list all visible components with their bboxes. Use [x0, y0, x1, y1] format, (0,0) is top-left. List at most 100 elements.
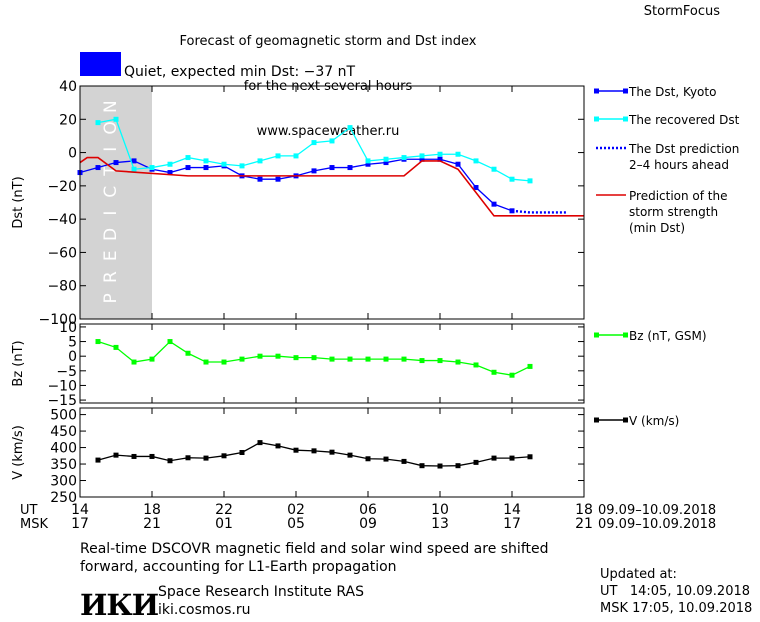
data-point	[239, 450, 245, 455]
y-axis-label: Dst (nT)	[11, 176, 26, 228]
msk-axis-label: MSK	[20, 517, 48, 532]
y-tick-label: 5	[68, 335, 77, 351]
data-point	[113, 344, 119, 350]
legend-marker	[623, 116, 628, 122]
msk-tick-label: 05	[287, 516, 305, 532]
legend-label: Bz (nT, GSM)	[629, 329, 707, 343]
ut-tick-label: 18	[575, 502, 593, 518]
ut-tick-label: 18	[143, 502, 161, 518]
data-point	[491, 369, 497, 375]
legend-label: (min Dst)	[629, 221, 685, 235]
y-tick-label: −10	[47, 378, 77, 394]
data-point	[473, 158, 479, 164]
panel-frame	[79, 323, 585, 404]
data-point	[437, 156, 443, 162]
data-point	[167, 170, 173, 176]
data-point	[257, 440, 263, 446]
legend-label: The recovered Dst	[628, 113, 740, 127]
ut-date-range: 09.09–10.09.2018	[598, 503, 716, 518]
org-url[interactable]: iki.cosmos.ru	[158, 602, 251, 618]
msk-tick-label: 01	[215, 516, 233, 532]
data-point	[185, 455, 191, 461]
data-point	[149, 453, 155, 459]
data-point	[203, 359, 209, 365]
msk-tick-label: 13	[431, 516, 449, 532]
data-point	[347, 452, 353, 458]
data-point	[185, 155, 191, 161]
prediction-label-letter: E	[101, 250, 121, 261]
data-point	[275, 443, 281, 449]
data-point	[365, 161, 371, 167]
data-point	[419, 463, 425, 469]
data-point	[329, 356, 335, 362]
data-point	[221, 161, 227, 167]
legend-marker	[594, 417, 599, 423]
data-point	[257, 158, 263, 164]
legend-label: 2–4 hours ahead	[629, 158, 729, 172]
y-tick-label: −15	[47, 393, 77, 409]
prediction-label-letter: C	[101, 186, 121, 198]
data-point	[383, 156, 389, 162]
data-point	[221, 453, 227, 459]
y-tick-label: −80	[47, 279, 77, 295]
data-point	[365, 456, 371, 462]
data-point	[329, 138, 335, 144]
data-point	[113, 452, 119, 458]
data-point	[131, 158, 137, 164]
msk-tick-label: 09	[359, 516, 377, 532]
data-point	[437, 463, 443, 469]
ut-axis-label: UT	[20, 503, 38, 518]
msk-date-range: 09.09–10.09.2018	[598, 517, 716, 532]
data-point	[131, 359, 137, 365]
data-point	[95, 120, 101, 126]
data-point	[527, 178, 533, 184]
data-point	[257, 353, 263, 359]
y-tick-label: 0	[68, 146, 77, 162]
legend-marker	[623, 88, 628, 94]
legend-label: V (km/s)	[629, 414, 679, 428]
data-point	[473, 185, 479, 191]
legend-marker	[623, 332, 628, 338]
prediction-label-letter: T	[101, 165, 121, 177]
msk-tick-label: 17	[503, 516, 521, 532]
data-point	[347, 356, 353, 362]
legend-label: The Dst prediction	[628, 142, 739, 156]
prediction-label-letter: R	[101, 271, 121, 283]
ut-tick-label: 14	[71, 502, 89, 518]
prediction-label-letter: O	[101, 121, 121, 134]
panel-frame	[79, 407, 585, 498]
legend-marker	[594, 332, 599, 338]
prediction-label-letter: I	[101, 211, 121, 216]
data-point	[203, 455, 209, 461]
data-point	[365, 356, 371, 362]
data-point	[167, 458, 173, 464]
data-point	[455, 359, 461, 365]
data-point	[113, 160, 119, 166]
msk-tick-label: 21	[143, 516, 161, 532]
data-point	[383, 456, 389, 462]
data-point	[437, 151, 443, 157]
data-point	[185, 165, 191, 171]
data-point	[401, 155, 407, 161]
org-name: Space Research Institute RAS	[158, 584, 364, 600]
prediction-label-letter: P	[101, 293, 121, 303]
data-point	[455, 161, 461, 167]
ut-tick-label: 02	[287, 502, 305, 518]
y-tick-label: 500	[50, 408, 77, 424]
y-tick-label: 350	[50, 457, 77, 473]
data-point	[491, 455, 497, 461]
data-point	[275, 153, 281, 159]
data-point	[383, 160, 389, 166]
data-point	[95, 339, 101, 345]
title-url[interactable]: www.spaceweather.ru	[256, 124, 400, 139]
data-point	[257, 176, 263, 182]
data-point	[473, 459, 479, 465]
data-point	[203, 165, 209, 171]
series-line	[511, 209, 566, 214]
data-point	[347, 165, 353, 171]
data-point	[95, 165, 101, 171]
prediction-label-letter: I	[101, 147, 121, 152]
y-tick-label: 20	[59, 112, 77, 128]
data-point	[491, 166, 497, 172]
